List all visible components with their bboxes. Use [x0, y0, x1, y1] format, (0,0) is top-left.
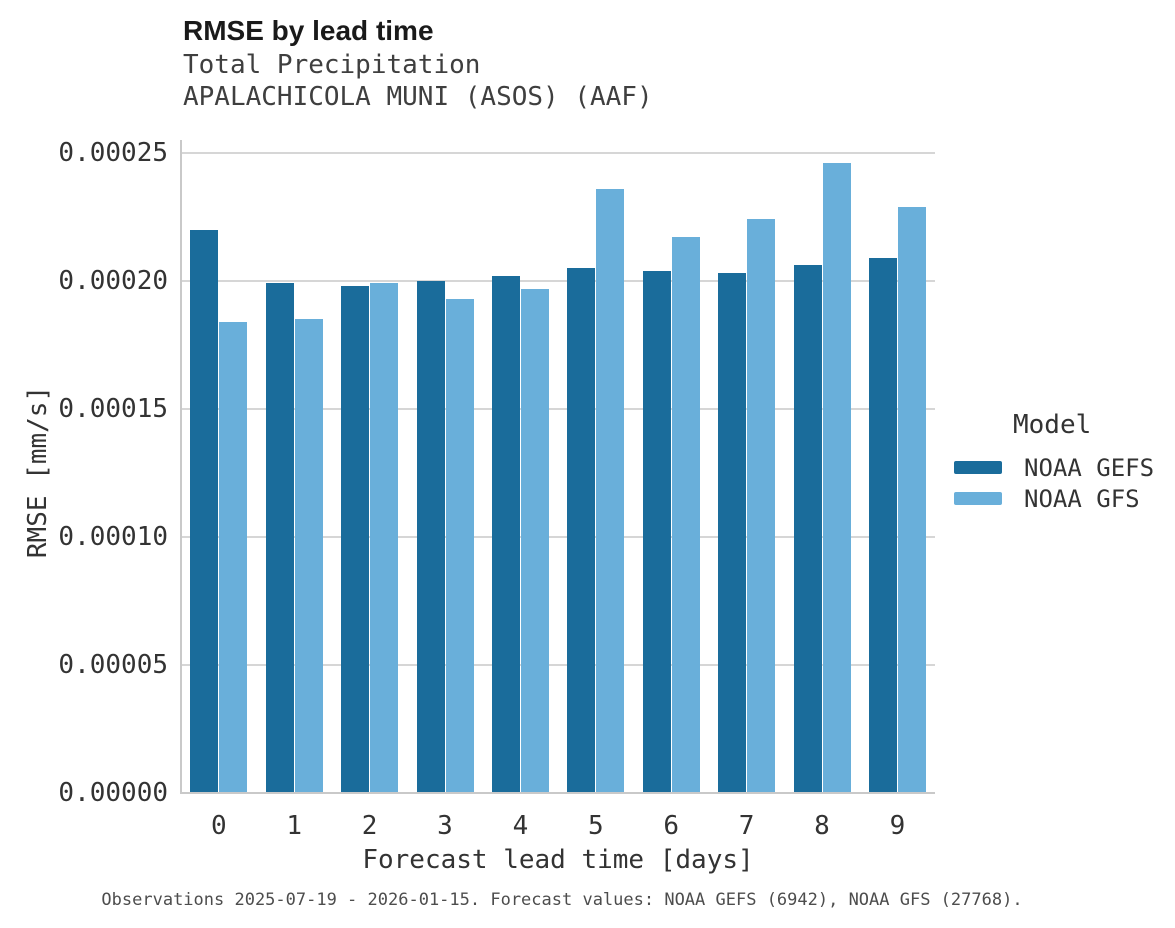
bar-noaa-gefs-day-1 — [265, 283, 294, 793]
bar-noaa-gfs-day-1 — [294, 319, 323, 793]
legend-label-noaa-gefs: NOAA GEFS — [1024, 454, 1155, 482]
chart-subtitle-variable: Total Precipitation — [183, 50, 481, 80]
x-tick-label-8: 8 — [814, 811, 830, 841]
y-axis-label: RMSE [mm/s] — [23, 385, 53, 559]
x-tick-label-0: 0 — [210, 811, 227, 841]
y-tick-label-0.00020: 0.00020 — [58, 265, 168, 296]
legend-swatch-noaa-gefs — [954, 461, 1002, 474]
bar-noaa-gfs-day-5 — [596, 189, 625, 793]
x-tick-label-1: 1 — [286, 811, 303, 841]
x-axis-label: Forecast lead time [days] — [362, 845, 754, 875]
bar-noaa-gfs-day-9 — [897, 207, 926, 793]
bar-noaa-gefs-day-5 — [567, 268, 596, 793]
x-tick-label-6: 6 — [663, 811, 680, 841]
gridline-0.00025 — [181, 151, 935, 154]
x-tick-label-9: 9 — [889, 811, 906, 841]
bar-noaa-gefs-day-4 — [491, 276, 520, 793]
bar-noaa-gfs-day-2 — [370, 283, 399, 793]
legend-title: Model — [1013, 410, 1092, 440]
bar-noaa-gfs-day-7 — [747, 219, 776, 793]
bar-noaa-gfs-day-8 — [822, 163, 851, 793]
bar-noaa-gefs-day-8 — [793, 265, 822, 793]
y-tick-label-0.00010: 0.00010 — [58, 521, 168, 552]
bar-noaa-gefs-day-6 — [642, 271, 671, 793]
x-tick-label-7: 7 — [738, 811, 755, 841]
x-axis-spine — [181, 792, 935, 794]
x-tick-label-5: 5 — [587, 811, 604, 841]
bar-noaa-gefs-day-7 — [718, 273, 747, 793]
gridline-0.00010 — [181, 535, 935, 538]
x-tick-label-4: 4 — [512, 811, 529, 841]
caption: Observations 2025-07-19 - 2026-01-15. Fo… — [101, 890, 1023, 910]
legend-label-noaa-gfs: NOAA GFS — [1024, 485, 1140, 513]
chart-subtitle-station: APALACHICOLA MUNI (ASOS) (AAF) — [183, 82, 653, 112]
y-tick-label-0.00025: 0.00025 — [58, 137, 168, 168]
plot-area — [180, 140, 935, 794]
bar-noaa-gefs-day-9 — [868, 258, 897, 793]
bar-noaa-gfs-day-3 — [445, 299, 474, 793]
y-tick-label-0.00005: 0.00005 — [58, 649, 168, 680]
bar-noaa-gefs-day-2 — [341, 286, 370, 793]
bar-noaa-gfs-day-6 — [671, 237, 700, 793]
y-tick-label-0.00000: 0.00000 — [58, 778, 168, 808]
gridline-0.00015 — [181, 407, 935, 410]
y-tick-label-0.00015: 0.00015 — [58, 393, 168, 424]
y-axis-spine — [180, 140, 182, 794]
x-tick-label-3: 3 — [437, 811, 453, 841]
bar-noaa-gfs-day-0 — [219, 322, 248, 793]
bar-noaa-gfs-day-4 — [520, 289, 549, 793]
legend-swatch-noaa-gfs — [954, 492, 1002, 505]
bar-noaa-gefs-day-3 — [416, 281, 445, 793]
x-tick-label-2: 2 — [361, 811, 378, 841]
gridline-0.00005 — [181, 663, 935, 666]
chart-title: RMSE by lead time — [183, 15, 434, 46]
gridline-0.00020 — [181, 279, 935, 282]
bar-noaa-gefs-day-0 — [190, 230, 219, 793]
